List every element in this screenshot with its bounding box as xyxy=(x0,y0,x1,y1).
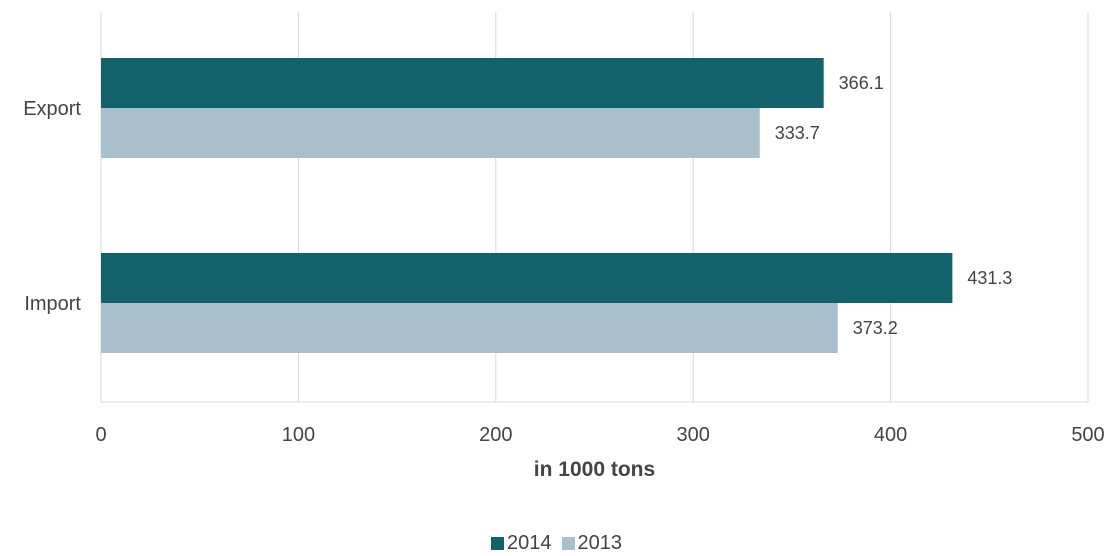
data-label-export-2013: 333.7 xyxy=(775,123,820,143)
legend-item-2013: 2013 xyxy=(561,531,623,555)
x-tick-labels: 0 100 200 300 400 500 xyxy=(95,424,1104,446)
bars: 366.1 333.7 431.3 373.2 xyxy=(101,58,1012,353)
legend: 2014 2013 xyxy=(0,530,1113,556)
data-label-export-2014: 366.1 xyxy=(839,73,884,93)
bar-export-2014 xyxy=(101,58,824,108)
x-tick-label-200: 200 xyxy=(479,424,512,446)
legend-swatch-2013 xyxy=(561,536,575,550)
bar-export-2013 xyxy=(101,108,760,158)
legend-swatch-2014 xyxy=(491,536,504,550)
x-tick-label-500: 500 xyxy=(1071,424,1104,446)
x-tick-label-300: 300 xyxy=(677,424,710,446)
legend-label-2013: 2013 xyxy=(577,531,623,554)
x-tick-label-400: 400 xyxy=(874,424,907,446)
legend-item-2014: 2014 xyxy=(491,532,552,555)
bar-chart: 366.1 333.7 431.3 373.2 Export Import 0 100 20… xyxy=(23,12,1105,481)
bar-import-2013 xyxy=(101,303,838,353)
category-label-import: Import xyxy=(24,293,81,315)
x-tick-label-100: 100 xyxy=(282,424,315,446)
category-label-export: Export xyxy=(23,98,81,120)
data-label-import-2014: 431.3 xyxy=(967,268,1012,288)
x-tick-label-0: 0 xyxy=(95,424,106,446)
data-label-import-2013: 373.2 xyxy=(853,318,898,338)
legend-label-2014: 2014 xyxy=(507,531,552,554)
bar-import-2014 xyxy=(101,253,953,303)
category-labels: Export Import xyxy=(23,98,81,315)
x-axis-title: in 1000 tons xyxy=(534,458,655,481)
